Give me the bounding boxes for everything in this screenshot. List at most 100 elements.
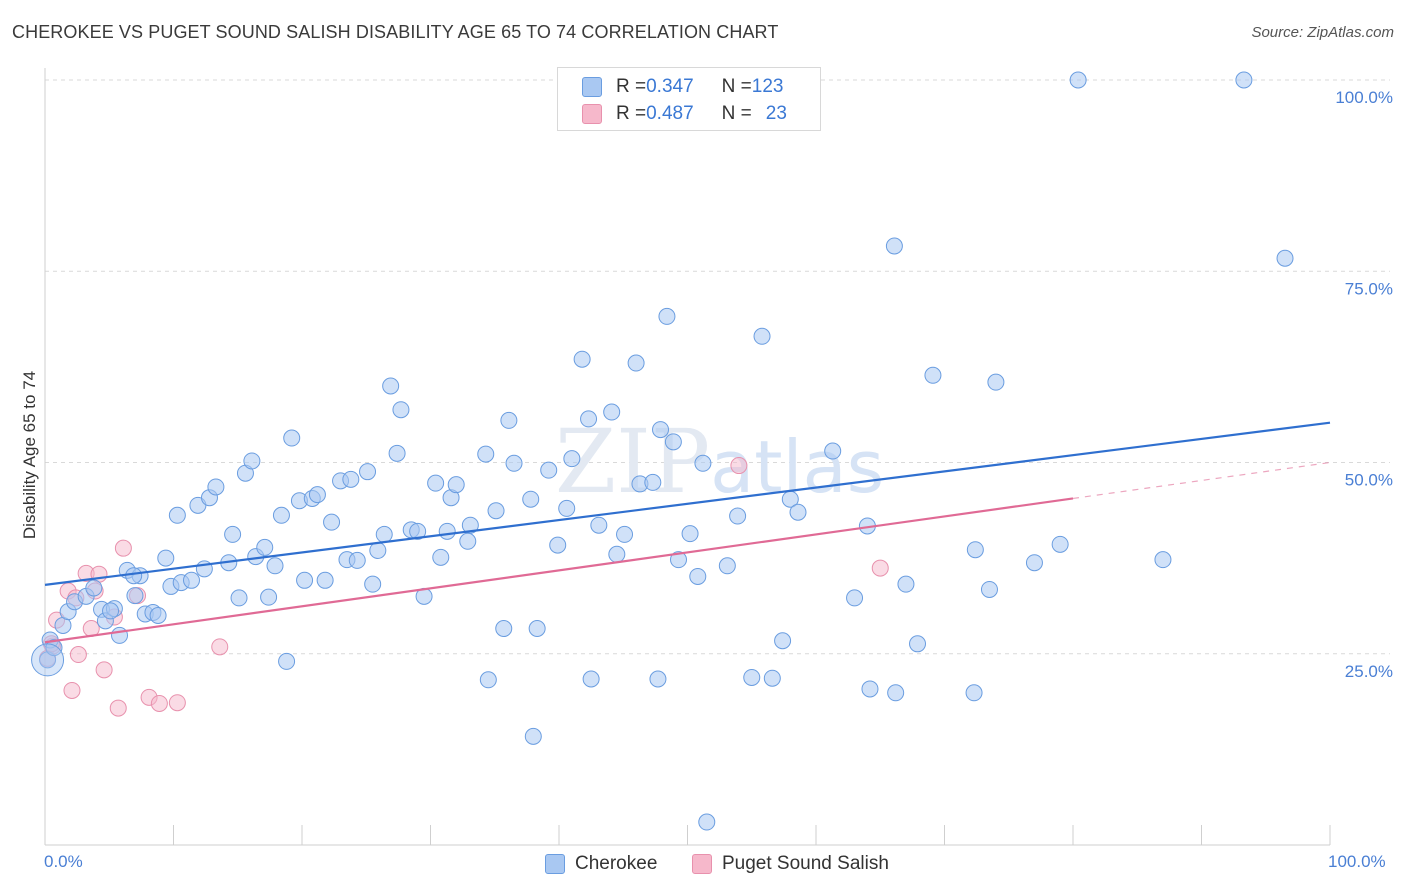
cherokee-point [85,579,103,597]
cherokee-point [157,549,175,567]
y-tick-label: 75.0% [1345,279,1393,298]
cherokee-point [243,452,261,470]
cherokee-point [375,525,393,543]
cherokee-point [342,470,360,488]
puget-point [69,646,87,664]
cherokee-point [965,684,983,702]
cherokee-swatch [582,77,602,97]
cherokee-point [729,507,747,525]
cherokee-point [278,652,296,670]
cherokee-point [364,575,382,593]
cherokee-point [392,401,410,419]
cherokee-point [125,567,143,585]
n-label: N = [721,103,752,124]
cherokee-point [524,727,542,745]
r-label: R = [616,103,647,124]
puget-point [168,694,186,712]
cherokee-point [168,506,186,524]
cherokee-point [479,671,497,689]
watermark-layer: ZIPatlas [555,410,884,513]
puget-trend-line [44,497,1074,644]
cherokee-point [111,626,129,644]
y-tick-label: 50.0% [1345,471,1393,490]
y-tick-label: 25.0% [1345,662,1393,681]
cherokee-point [149,607,167,624]
cherokee-point [563,450,581,468]
cherokee-point [887,684,905,702]
cherokee-point [698,813,716,831]
cherokee-point [359,463,377,481]
cherokee-point [664,433,682,451]
cherokee-point-large [31,643,65,677]
cherokee-point [477,445,495,463]
cherokee-point [644,473,662,491]
chart-title: CHEROKEE VS PUGET SOUND SALISH DISABILIT… [12,22,779,42]
correlation-legend: R = 0.347 N = 123 R = 0.487 N = 23 [557,67,821,131]
puget-legend-label: Puget Sound Salish [722,853,889,874]
cherokee-point [718,557,736,575]
puget-point [95,661,113,679]
cherokee-point [266,557,284,575]
cherokee-point [1069,71,1087,89]
cherokee-point [1154,551,1172,569]
cherokee-point [652,421,670,439]
cherokee-point [432,548,450,566]
cherokee-point [388,444,406,462]
cherokee-point [224,525,242,543]
cherokee-point [824,442,842,460]
bottom-legend-puget: Puget Sound Salish [692,851,889,877]
puget-point [109,699,127,717]
cherokee-point [500,411,518,429]
cherokee-point [323,513,341,531]
cherokee-point [909,635,927,653]
puget-point [871,559,889,577]
cherokee-point [505,454,523,472]
cherokee-point [1276,249,1294,267]
cherokee-point [369,541,387,559]
cherokee-point [658,307,676,325]
legend-row-cherokee: R = 0.347 N = 123 [582,75,783,99]
cherokee-point [558,499,576,517]
cherokee-point [540,461,558,479]
cherokee-point [461,516,479,534]
cherokee-point [296,571,314,589]
puget-trend-extension [1072,461,1331,500]
legend-row-puget: R = 0.487 N = 23 [582,102,787,126]
cherokee-point [861,680,879,698]
cherokee-point [689,567,707,585]
cherokee-point [1051,535,1069,553]
cherokee-point [260,588,278,606]
puget-point [63,681,81,699]
puget-point [150,694,168,712]
cherokee-point [590,516,608,534]
n-value: 23 [765,103,787,124]
cherokee-point [987,373,1005,391]
n-label: N = [721,76,752,97]
r-label: R = [616,76,647,97]
puget-point [114,539,132,557]
cherokee-point [774,632,792,650]
r-value: 0.487 [646,103,694,124]
x-tick-min: 0.0% [44,852,83,871]
cherokee-trend-line [44,421,1331,586]
axis-layer [44,68,1331,846]
watermark-text: ZIPatlas [555,410,884,513]
r-value: 0.347 [646,76,694,97]
cherokee-point [207,478,225,496]
cherokee-point [283,429,301,447]
x-tick-max: 100.0% [1328,852,1386,871]
cherokee-point [182,571,200,589]
cherokee-point [126,587,144,605]
cherokee-point [763,669,781,687]
cherokee-point [1025,554,1043,572]
cherokee-point [230,589,248,607]
cherokee-point [580,410,598,428]
cherokee-point [549,536,567,554]
cherokee-point [885,237,903,255]
cherokee-point [753,327,771,345]
cherokee-point [649,670,667,688]
cherokee-legend-swatch [545,854,565,874]
cherokee-point [897,575,915,593]
tick-labels: 25.0% 50.0% 75.0% 100.0% [1335,88,1393,681]
